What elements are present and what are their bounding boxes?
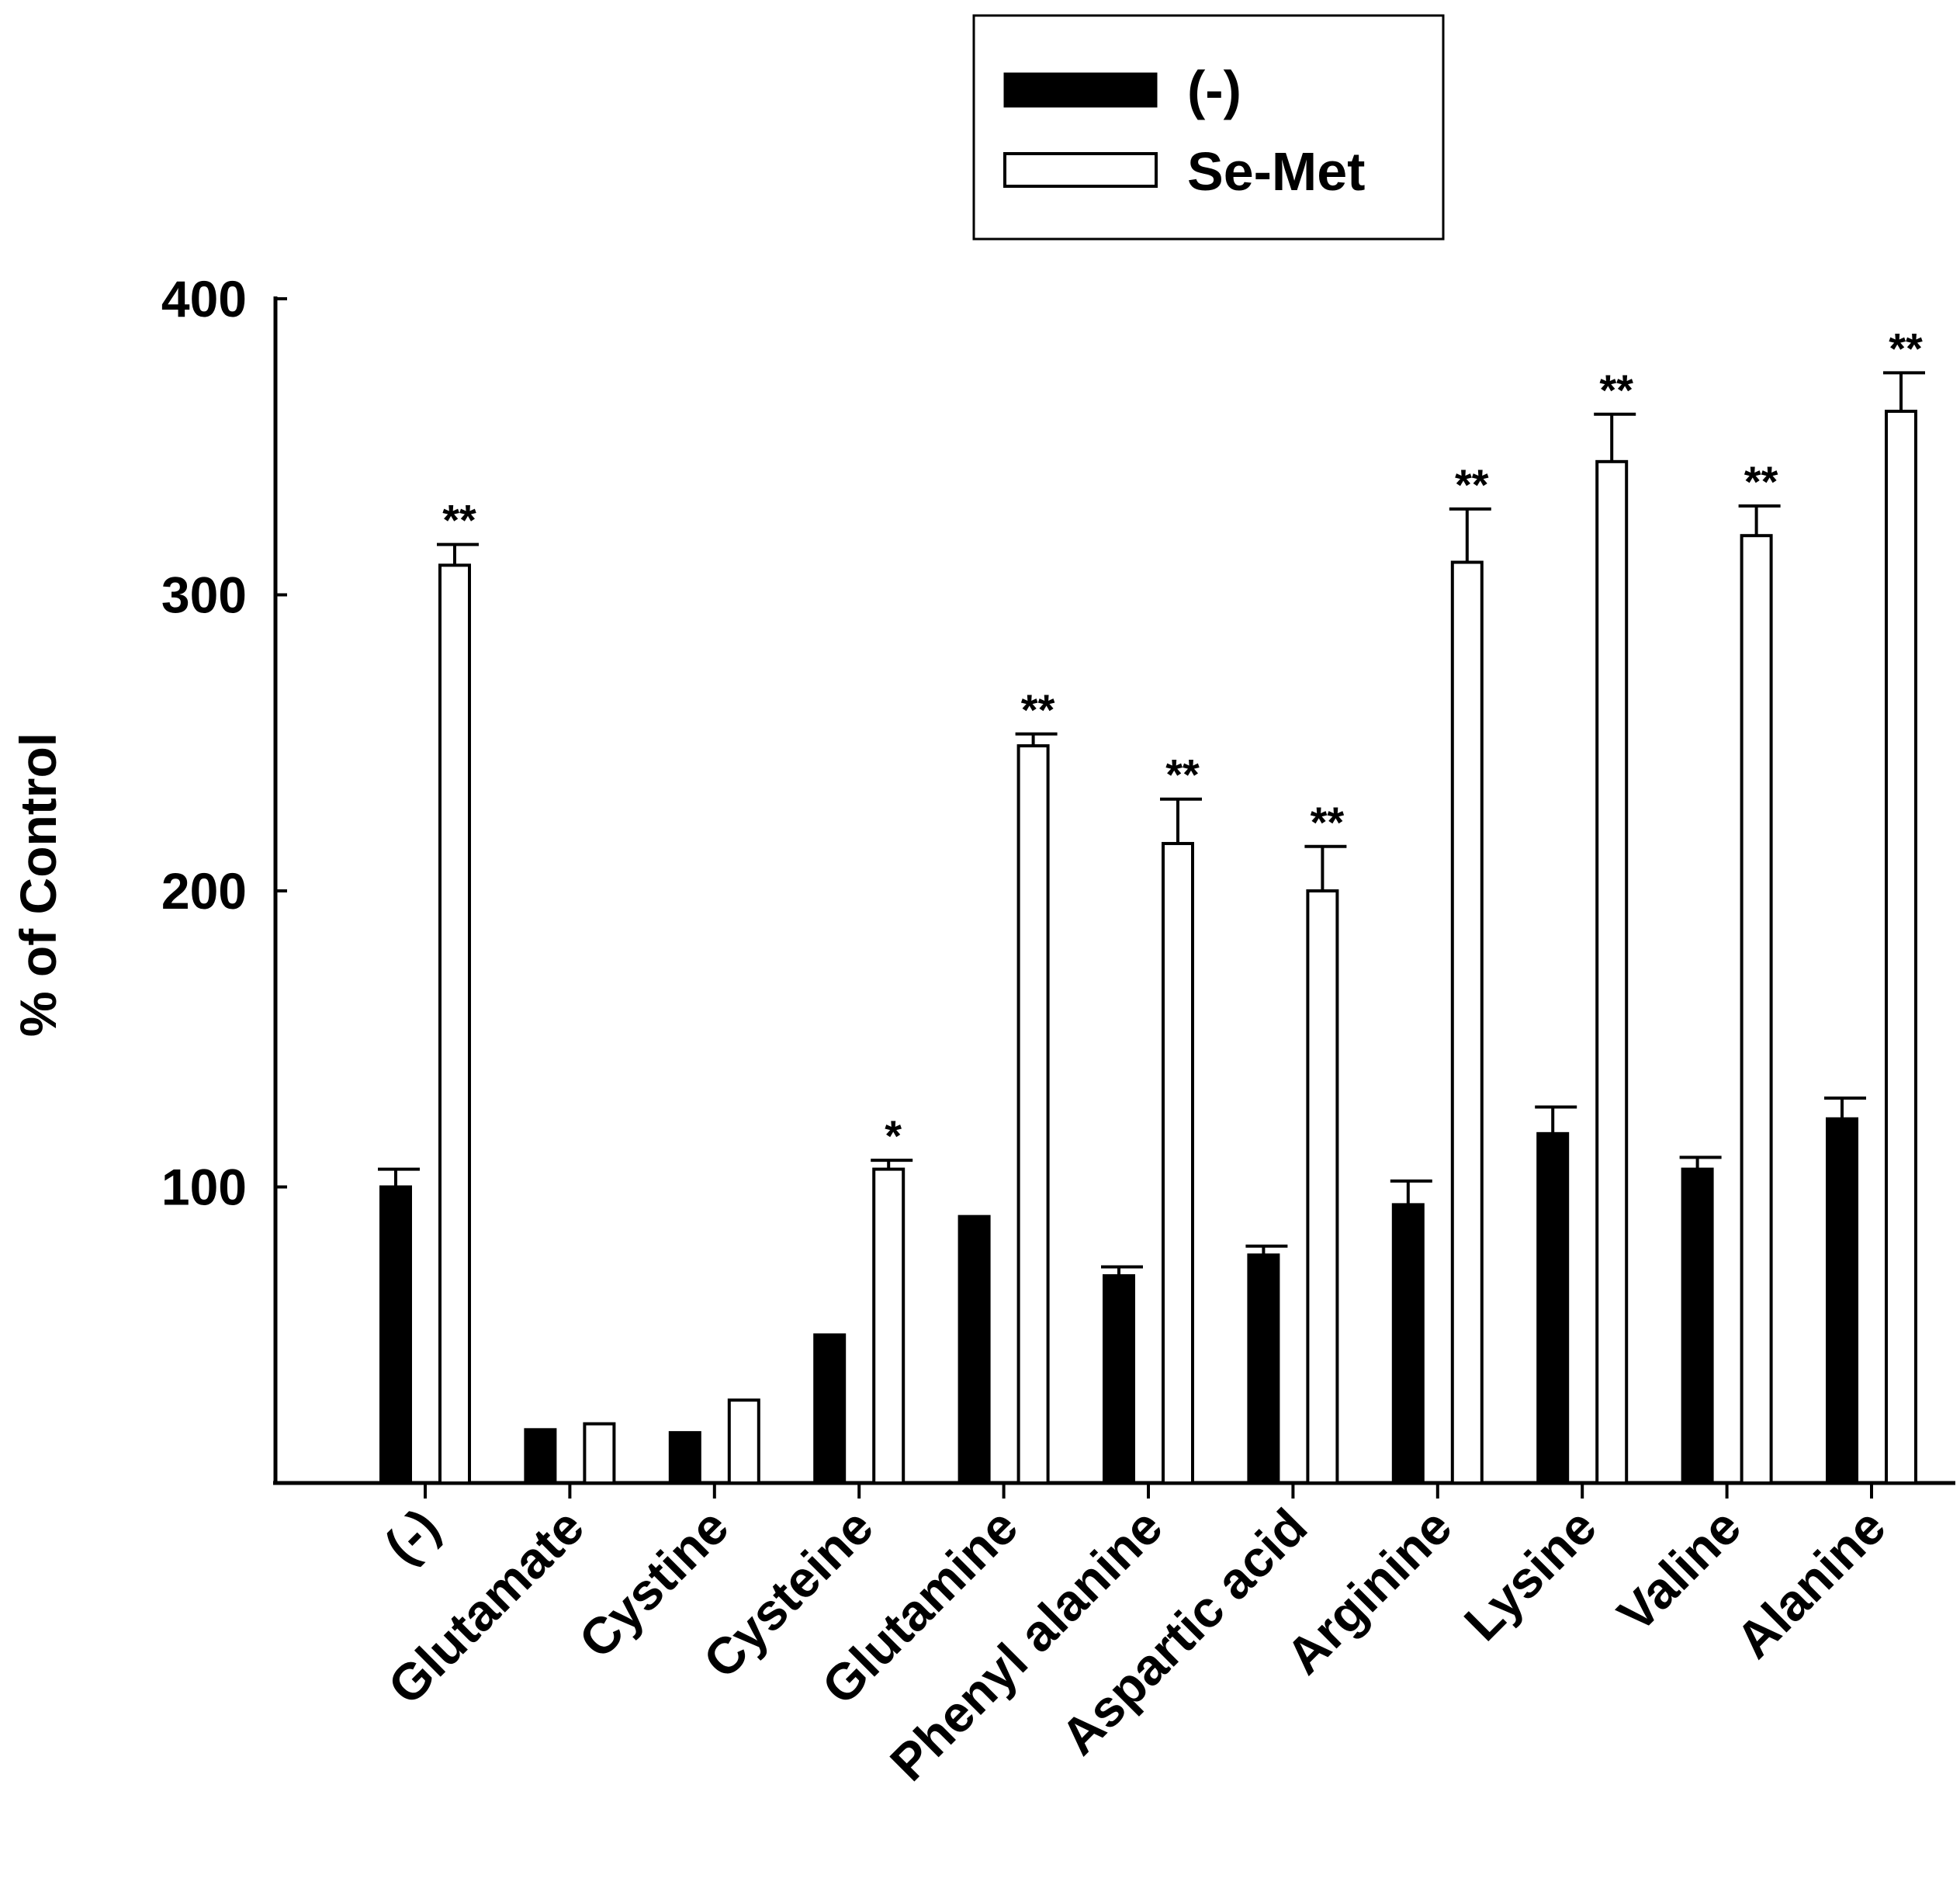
- legend-box: [972, 14, 1445, 241]
- bar-control: [668, 1431, 701, 1485]
- bar-semet: [727, 1398, 760, 1485]
- bar-control: [379, 1185, 412, 1485]
- significance-marker: **: [1599, 366, 1633, 414]
- legend: (-) Se-Met: [972, 14, 1445, 241]
- legend-label-minus: (-): [1187, 60, 1241, 120]
- y-tick-label: 400: [161, 270, 247, 327]
- bar-semet: [1016, 744, 1050, 1485]
- bar-semet: [872, 1167, 906, 1485]
- x-tick-label: (-): [373, 1498, 450, 1575]
- y-tick-label: 100: [161, 1159, 247, 1216]
- y-tick-label: 300: [161, 567, 247, 624]
- significance-marker: **: [1744, 457, 1778, 506]
- bar-control: [1103, 1273, 1135, 1485]
- bar-control: [1826, 1117, 1858, 1485]
- bar-control: [1247, 1253, 1280, 1485]
- significance-marker: *: [885, 1111, 902, 1160]
- y-axis-label: % of Control: [9, 733, 67, 1037]
- bars: *****************: [378, 324, 1925, 1499]
- legend-swatch-semet: [1003, 152, 1158, 188]
- bar-control: [1391, 1203, 1425, 1485]
- significance-marker: **: [1021, 685, 1055, 734]
- significance-marker: **: [1889, 324, 1923, 372]
- significance-marker: **: [1311, 798, 1345, 847]
- bar-control: [1681, 1167, 1714, 1485]
- significance-marker: **: [1455, 460, 1489, 509]
- bar-semet: [1450, 560, 1484, 1485]
- bar-semet: [1740, 534, 1773, 1485]
- significance-marker: **: [1165, 750, 1200, 799]
- bar-semet: [1885, 409, 1917, 1485]
- y-ticks: 100 200 300 400: [161, 270, 287, 1216]
- legend-label-semet: Se-Met: [1187, 141, 1365, 202]
- bar-semet: [438, 563, 471, 1485]
- bar-semet: [583, 1422, 616, 1485]
- x-tick-labels: (-)GlutamateCystineCysteineGlutaminePhen…: [373, 1498, 1896, 1792]
- x-tick-label: Aspartic acid: [1050, 1498, 1318, 1765]
- bar-semet: [1306, 889, 1339, 1485]
- x-tick-label: Lysine: [1453, 1498, 1607, 1651]
- bar-control: [1536, 1131, 1570, 1485]
- bar-control: [813, 1333, 847, 1485]
- significance-marker: **: [442, 496, 476, 545]
- bar-control: [957, 1214, 991, 1485]
- x-tick-label: Valine: [1606, 1498, 1751, 1643]
- legend-swatch-minus: [1003, 72, 1158, 108]
- bar-semet: [1595, 459, 1629, 1485]
- bar-semet: [1162, 841, 1194, 1485]
- y-tick-label: 200: [161, 862, 247, 920]
- bar-control: [524, 1428, 557, 1485]
- x-tick-label: Alanine: [1725, 1498, 1896, 1669]
